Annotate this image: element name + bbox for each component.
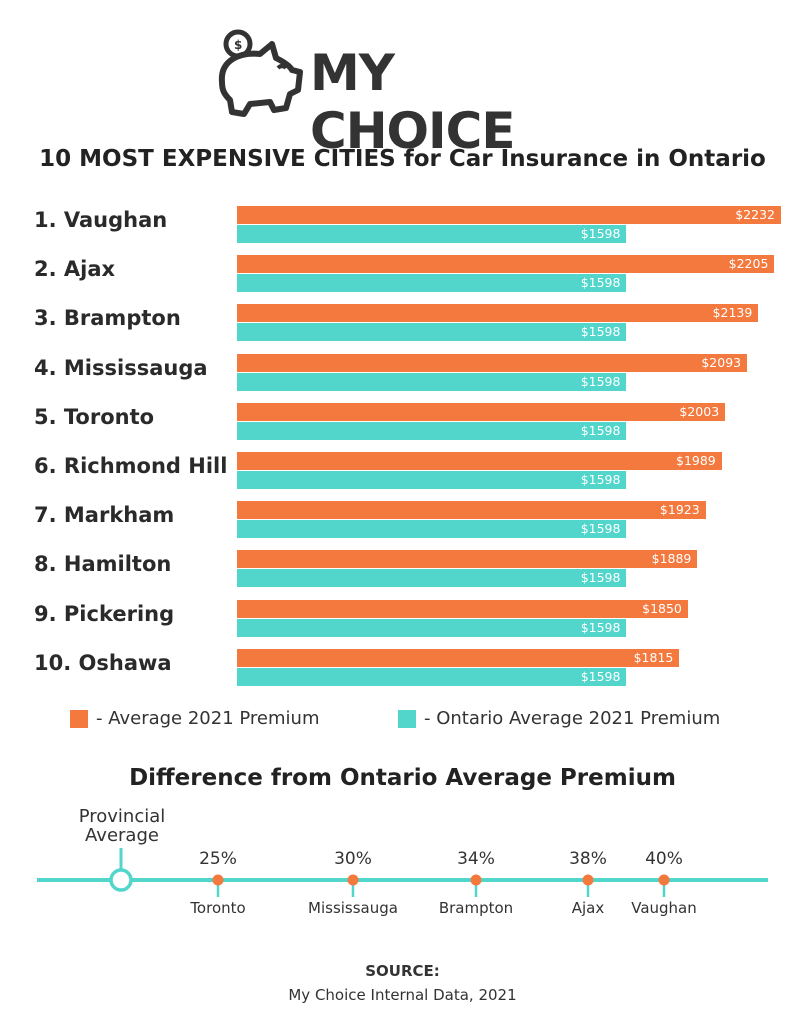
difference-title: Difference from Ontario Average Premium [129,765,676,791]
bar-value-label: $1598 [580,570,621,586]
city-label: 7. Markham [34,503,175,528]
bar-value-label: $1598 [580,226,621,241]
chart-title: 10 MOST EXPENSIVE CITIES for Car Insuran… [39,146,766,172]
point-city: Vaughan [631,899,697,917]
point-city: Ajax [571,899,605,917]
legend-item-average: - Average 2021 Premium [70,708,319,729]
point-percent: 30% [334,849,372,869]
source-text: My Choice Internal Data, 2021 [288,986,517,1004]
bar-value-label: $1923 [659,502,700,518]
bar-value-label: $1598 [580,521,621,537]
point-city: Toronto [190,899,246,917]
legend-label: - Average 2021 Premium [96,708,320,729]
point-percent: 34% [457,849,495,869]
svg-text:$: $ [234,38,242,52]
bar-city-premium: $2232 [237,206,781,224]
bar-city-premium: $1815 [237,648,680,667]
bar-value-label: $1598 [580,275,621,291]
bar-city-premium: $2205 [237,255,775,274]
bar-city-premium: $1889 [237,550,698,569]
bar-value-label: $2093 [701,354,742,370]
bar-value-label: $2205 [728,256,769,272]
bar-city-premium: $1850 [237,599,688,618]
bar-value-label: $1598 [580,373,621,389]
point-city: Brampton [438,899,514,917]
bar-ontario-average: $1598 [237,372,627,391]
city-label: 9. Pickering [34,601,175,626]
bar-city-premium: $2093 [237,353,748,372]
baseline-label-line2: Average [85,825,159,846]
baseline-marker [109,868,133,892]
city-label: 4. Mississauga [34,355,208,380]
city-label: 2. Ajax [34,257,116,282]
bar-ontario-average: $1598 [237,421,627,440]
bar-ontario-average: $1598 [237,569,627,588]
point-percent: 25% [199,849,237,869]
bar-ontario-average: $1598 [237,274,627,293]
bar-value-label: $1850 [642,600,682,616]
point-marker [582,874,594,886]
legend-swatch-teal [398,709,416,728]
bar-value-label: $1598 [580,619,621,635]
bar-value-label: $1598 [580,324,621,340]
bar-city-premium: $2139 [237,304,759,323]
piggy-bank-coin-icon: $ [218,29,303,117]
city-label: 3. Brampton [34,306,181,331]
bar-value-label: $1598 [580,668,621,684]
bar-ontario-average: $1598 [237,471,627,489]
source-heading: SOURCE: [365,962,440,980]
bar-value-label: $2003 [679,403,720,419]
bar-ontario-average: $1598 [237,225,627,243]
logo-text: MY CHOICE [310,44,516,160]
bar-value-label: $1598 [580,422,621,438]
bar-value-label: $1815 [633,649,674,665]
bar-value-label: $2232 [735,207,775,222]
logo: $ MY CHOICE [210,22,610,160]
bar-ontario-average: $1598 [237,323,627,342]
bar-value-label: $1889 [651,551,692,567]
city-label: 8. Hamilton [34,552,172,577]
city-label: 6. Richmond Hill [34,454,228,478]
city-label: 10. Oshawa [34,650,172,675]
bar-value-label: $1598 [580,472,621,487]
baseline-label: Provincial Average [79,807,166,845]
bar-value-label: $2139 [712,305,753,321]
legend-swatch-orange [70,709,88,728]
point-city: Mississauga [308,899,398,917]
bar-value-label: $1989 [676,453,716,468]
baseline-label-line1: Provincial [78,806,166,827]
bar-city-premium: $1989 [237,452,722,470]
city-label: 1. Vaughan [34,208,168,232]
bar-ontario-average: $1598 [237,618,627,637]
point-marker [347,874,359,886]
legend-item-ontario: - Ontario Average 2021 Premium [398,708,720,729]
point-marker [470,874,482,886]
point-marker [658,874,670,886]
legend-label: - Ontario Average 2021 Premium [424,708,721,729]
point-percent: 40% [645,849,683,869]
city-label: 5. Toronto [34,404,155,429]
point-percent: 38% [569,849,607,869]
bar-city-premium: $1923 [237,501,706,520]
bar-ontario-average: $1598 [237,667,627,686]
bar-city-premium: $2003 [237,402,726,421]
point-marker [212,874,224,886]
bar-ontario-average: $1598 [237,520,627,539]
